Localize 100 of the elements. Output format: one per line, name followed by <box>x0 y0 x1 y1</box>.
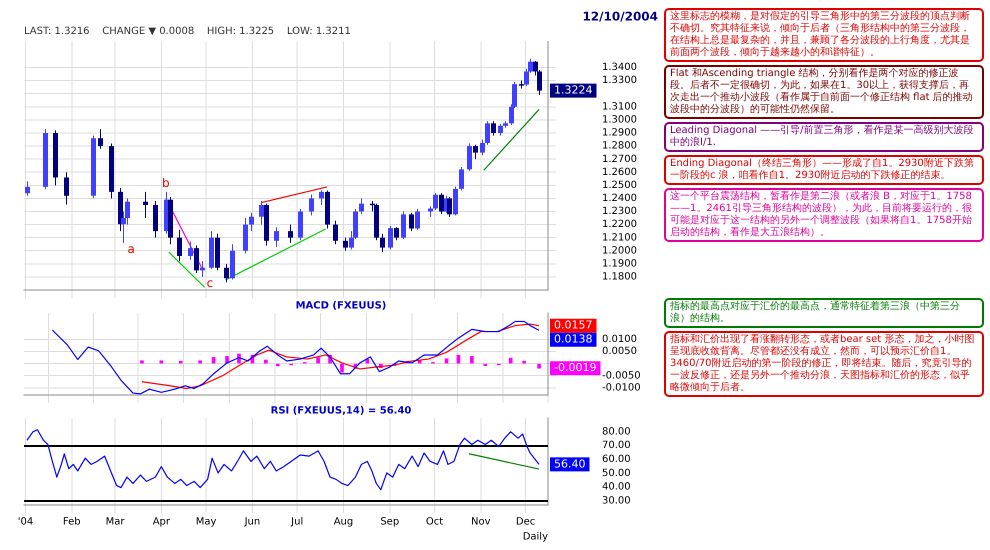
candlestick <box>447 196 452 218</box>
candlestick <box>188 241 193 260</box>
text: 12/10/2004 <box>582 9 658 24</box>
text: Ending Diagonal（终结三角形）——形成了自1。2930附近下跌第一阶段的c 浪，咱看作自1。2930附近启动的下跌修正的结束。 <box>664 155 984 185</box>
candlestick <box>274 226 279 248</box>
text: Flat 和Ascending triangle 结构，分别看作是两个对应的修正波段。后者不一定很确切，为此，如果在1。30以上，获得支撑后，再次走出一个推动小波段（看作属于自前面一个修正结构 flat 后的推动波段中的分波段）的可能性仍然保留。 <box>664 65 984 119</box>
y-tick-label: 60.00 <box>602 454 631 466</box>
x-tick-label: Jun <box>244 516 260 528</box>
y-tick-label: 1.2000 <box>602 245 637 256</box>
chart-subtitle: LAST: 1.3216 CHANGE ▼ 0.0008 HIGH: 1.3225 LOW: 1.3211 <box>24 26 351 37</box>
candlestick <box>98 128 103 150</box>
candlestick <box>288 224 293 244</box>
y-tick-label: 50.00 <box>602 468 631 479</box>
bar <box>456 354 460 364</box>
candlestick <box>415 208 420 230</box>
annotation: 0.0138 <box>554 332 592 346</box>
annotation: b <box>162 176 170 190</box>
candlestick <box>194 245 199 274</box>
x-tick-label: Apr <box>152 516 171 528</box>
x-tick-label: Oct <box>426 516 444 528</box>
chart-title: RSI (FXEUUS,14) = 56.40 <box>270 406 412 417</box>
candlestick <box>249 212 254 232</box>
candlestick <box>401 210 406 240</box>
bar <box>212 357 216 364</box>
annotation: c <box>206 276 214 290</box>
x-tick-label: Aug <box>334 516 354 528</box>
x-tick-label: Sep <box>380 516 400 528</box>
y-tick-label: 0.0100 <box>602 334 637 346</box>
x-tick-label: Mar <box>106 516 126 528</box>
y-tick-label: 1.1800 <box>602 272 637 283</box>
candlestick <box>439 192 444 215</box>
y-tick-label: 80.00 <box>602 426 631 438</box>
y-tick-label: 1.2400 <box>602 193 637 204</box>
x-tick-label: Nov <box>471 516 491 528</box>
chart-title: MACD (FXEUUS) <box>296 300 386 312</box>
text: Leading Diagonal ——引导/前置三角形，看作是某一高级别大波段中的浪I/1. <box>664 122 984 152</box>
y-tick-label: 30.00 <box>602 495 631 506</box>
bar <box>340 364 344 372</box>
text: 这一个平台震荡结构，暂看作是第二浪（或者浪 B，对应于1。1758——1。2461引导三角形结构的波段），为此，目前将要运行的，很可能是对应于这一结构的另外一个调整波段（如果将自1。1758开始启动的结构，看作是大五浪结构）。 <box>664 188 984 242</box>
bar <box>264 360 268 364</box>
candlestick <box>491 120 496 136</box>
candlestick <box>433 192 438 211</box>
candlestick <box>498 123 503 136</box>
y-tick-label: 1.2900 <box>602 128 637 139</box>
candlestick <box>467 142 472 172</box>
candlestick <box>143 191 148 219</box>
candlestick <box>359 198 364 215</box>
bar <box>316 357 320 364</box>
candlestick <box>480 139 485 156</box>
annotation: a <box>128 242 135 256</box>
bar <box>178 360 183 364</box>
y-tick-label: 1.1900 <box>602 258 637 270</box>
candlestick <box>224 263 229 283</box>
annotation: 56.40 <box>554 457 586 470</box>
y-tick-label: 1.2500 <box>602 180 637 191</box>
candlestick <box>380 233 385 253</box>
candlestick <box>319 190 324 206</box>
y-tick-label: 1.2600 <box>602 166 637 178</box>
x-tick-label: Jul <box>290 516 304 528</box>
bar <box>444 358 448 364</box>
candlestick <box>428 206 433 218</box>
y-tick-label: -0.0050 <box>602 370 641 382</box>
candlestick <box>177 229 182 262</box>
bar <box>198 360 202 364</box>
candlestick <box>259 200 264 226</box>
candlestick <box>200 260 205 278</box>
y-tick-label: 1.2800 <box>602 140 637 152</box>
text: 指标的最高点对应于汇价的最高点，通常特征着第三浪（中第三分浪）的结构。 <box>664 298 984 328</box>
y-tick-label: 1.2700 <box>602 154 637 165</box>
annotation: 0.0157 <box>554 318 592 332</box>
annotation: -0.0019 <box>554 361 596 374</box>
y-tick-label: 40.00 <box>602 482 631 493</box>
y-tick-label: 0.0050 <box>602 346 637 358</box>
y-tick-label: 1.3100 <box>602 101 637 112</box>
candlestick <box>485 120 490 146</box>
x-tick-label: May <box>196 516 217 528</box>
candlestick <box>473 144 478 160</box>
candlestick <box>388 225 393 250</box>
text: 这里标志的模糊，是对假定的引导三角形中的第三分波段的顶点判断不确切。究其特征来说，倾向于后者（三角形结构中的第三分波段，在结构上总是最复杂的，并且，兼顾了各分波段的上行角度，尤其是前面两个波段，倾向于越来越小的和谐特征）。 <box>664 8 984 62</box>
candlestick <box>394 226 399 241</box>
bar <box>522 360 526 364</box>
annotation: 1.3224 <box>554 83 592 96</box>
x-tick-label: Feb <box>62 516 81 528</box>
y-tick-label: 70.00 <box>602 440 631 452</box>
y-tick-label: -0.0100 <box>602 382 641 394</box>
y-tick-label: 1.2300 <box>602 206 637 218</box>
candlestick <box>343 237 348 252</box>
y-tick-label: 1.2200 <box>602 219 637 230</box>
candlestick <box>25 180 30 196</box>
candlestick <box>333 220 338 245</box>
x-tick-label: '04 <box>18 516 34 528</box>
y-tick-label: 1.3000 <box>602 114 637 126</box>
candlestick <box>309 194 314 216</box>
candlestick <box>459 166 464 192</box>
x-axis-title: Daily <box>522 532 548 543</box>
x-tick-label: Dec <box>516 516 536 528</box>
text: 指标和汇价出现了看涨翻转形态，或者bear set 形态，加之，小时图呈现底收敛背离。尽管都还没有成立，然而，可以预示汇价自1。3460/70附近启动的第一阶段的修正，即将结束。随后，究竟引导的一波反修正，还是另外一个推动分浪，天图指标和汇价的形态，似乎略微倾向于后者。 <box>664 331 984 397</box>
candlestick <box>409 212 414 232</box>
y-tick-label: 1.3400 <box>602 62 637 74</box>
bar <box>537 364 541 369</box>
